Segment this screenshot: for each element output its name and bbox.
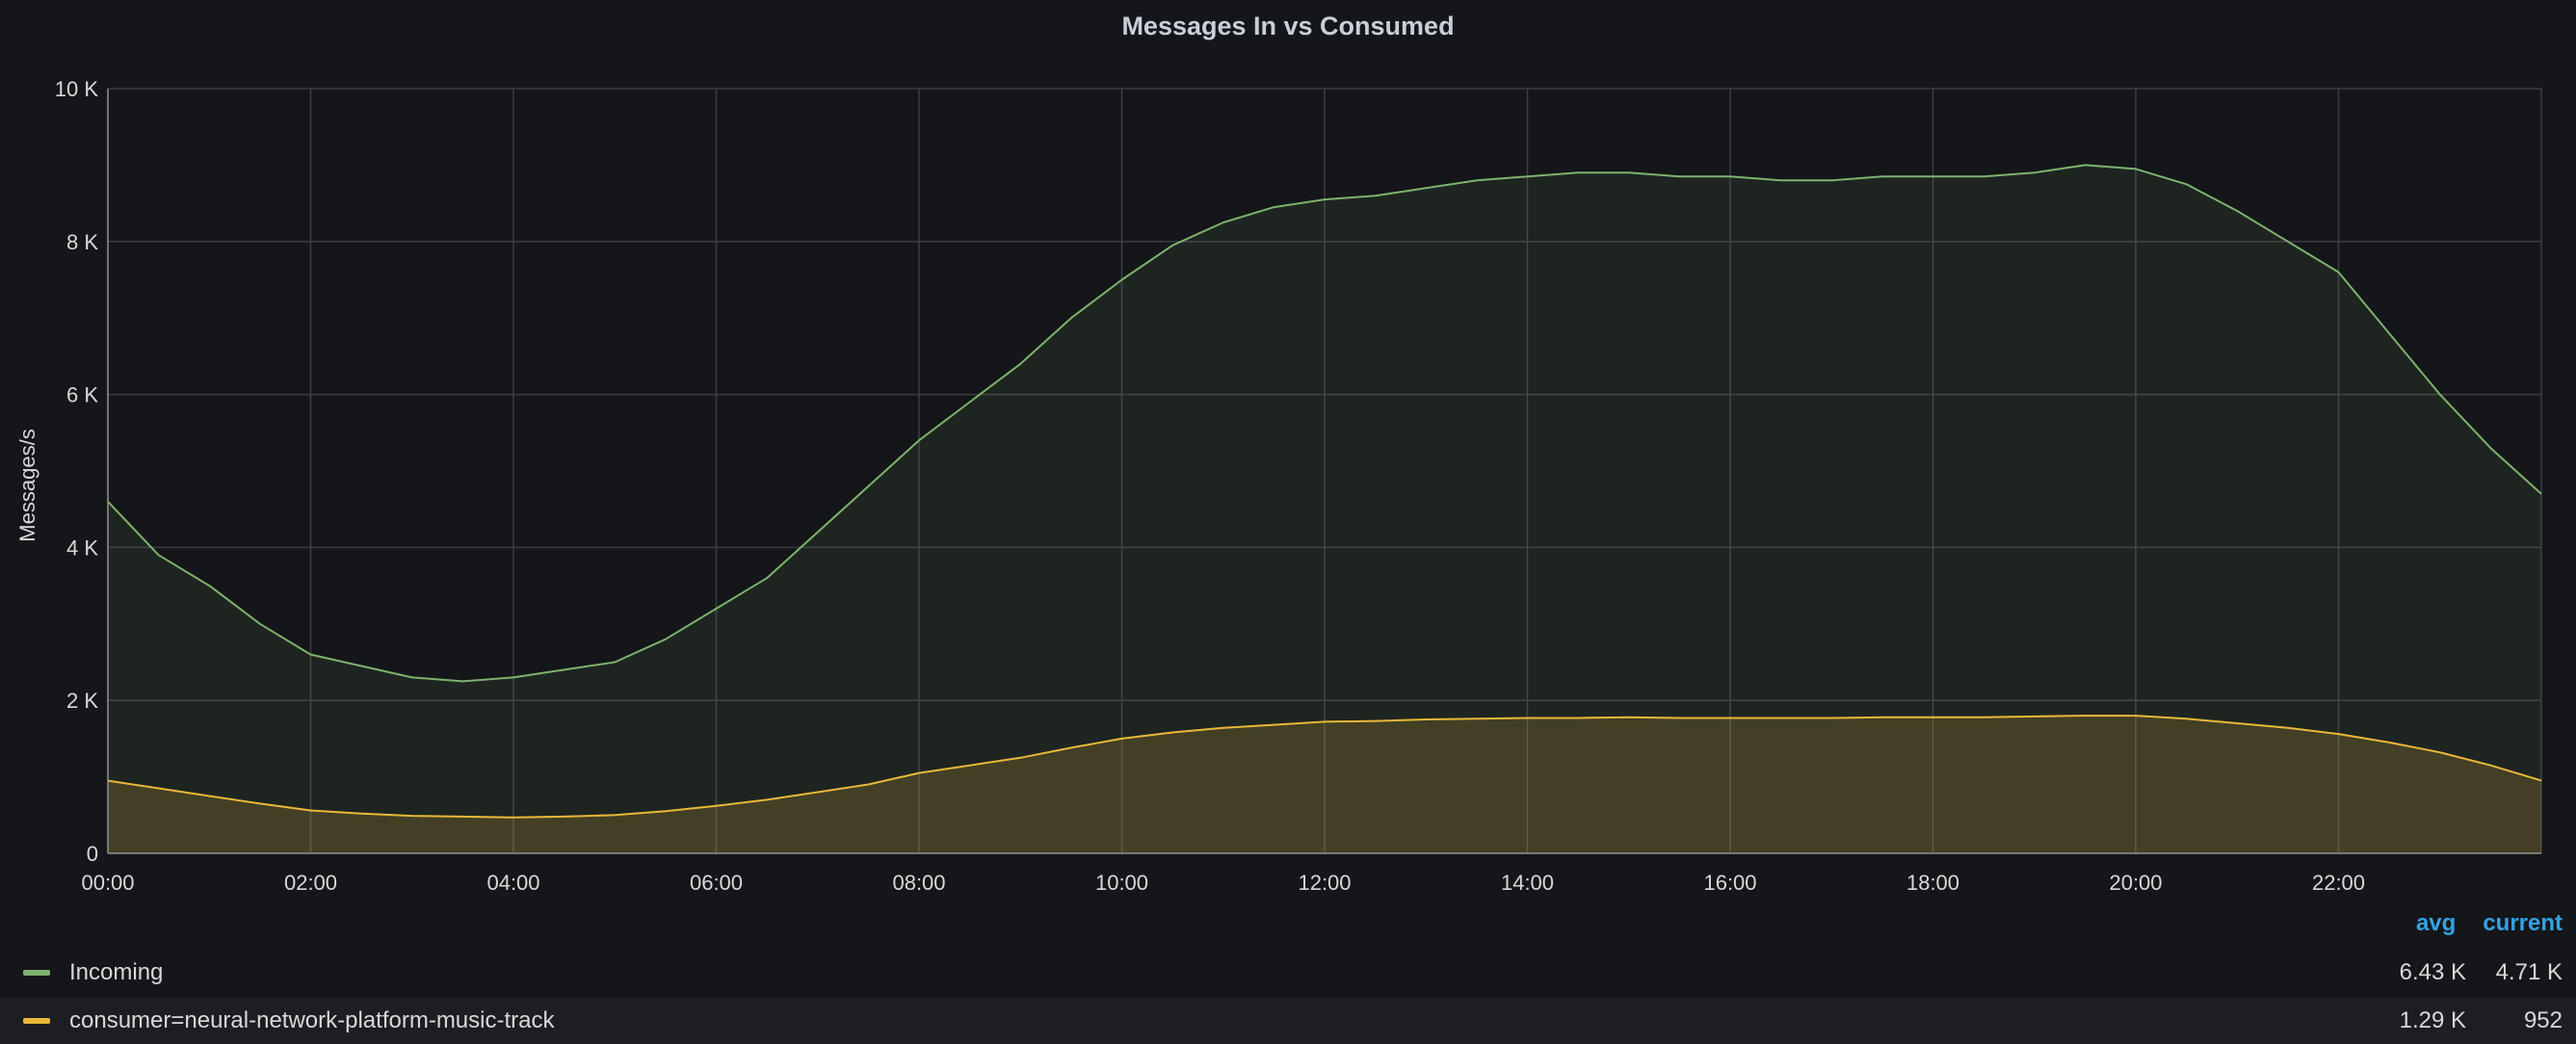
y-tick-label: 10 K bbox=[55, 77, 99, 101]
x-tick-label: 04:00 bbox=[486, 871, 539, 895]
axes: 0 2 K 4 K 6 K 8 K 10 K 00:00 02:00 04:00 06:00 08:… bbox=[55, 77, 2541, 895]
series-line-0[interactable] bbox=[107, 164, 2542, 683]
legend-header: avg current bbox=[2416, 910, 2563, 937]
y-tick-label: 8 K bbox=[66, 230, 98, 254]
x-tick-label: 02:00 bbox=[284, 871, 337, 895]
series-lines bbox=[107, 164, 2542, 819]
x-tick-label: 06:00 bbox=[690, 871, 743, 895]
y-tick-label: 6 K bbox=[66, 383, 98, 407]
legend-current-value: 4.71 K bbox=[2495, 959, 2563, 985]
legend-label[interactable]: consumer=neural-network-platform-music-t… bbox=[69, 1007, 555, 1033]
legend-avg-value: 1.29 K bbox=[2399, 1007, 2466, 1033]
y-tick-label: 0 bbox=[87, 842, 98, 866]
grid bbox=[107, 88, 2542, 854]
series-area-0 bbox=[108, 165, 2541, 853]
y-tick-label: 2 K bbox=[66, 689, 98, 713]
x-tick-label: 20:00 bbox=[2109, 871, 2162, 895]
panel-title[interactable]: Messages In vs Consumed bbox=[1121, 12, 1455, 40]
series-line-1[interactable] bbox=[107, 715, 2542, 819]
legend-current-value: 952 bbox=[2523, 1007, 2563, 1033]
y-tick-label: 4 K bbox=[66, 535, 98, 560]
legend-label[interactable]: Incoming bbox=[69, 959, 164, 985]
legend-col-avg[interactable]: avg bbox=[2415, 910, 2457, 936]
x-tick-label: 00:00 bbox=[81, 871, 134, 895]
x-tick-label: 12:00 bbox=[1298, 871, 1351, 895]
x-tick-label: 14:00 bbox=[1501, 871, 1554, 895]
chart-area[interactable]: 0 2 K 4 K 6 K 8 K 10 K 00:00 02:00 04:00 06:00 08:… bbox=[0, 0, 2576, 896]
x-tick-label: 10:00 bbox=[1095, 871, 1148, 895]
x-tick-label: 16:00 bbox=[1703, 871, 1756, 895]
series-area-1 bbox=[108, 716, 2541, 853]
y-axis-label: Messages/s bbox=[15, 429, 39, 541]
x-tick-label: 22:00 bbox=[2312, 871, 2365, 895]
legend-item-incoming[interactable]: Incoming 6.43 K 4.71 K bbox=[0, 950, 2576, 996]
x-tick-label: 08:00 bbox=[892, 871, 945, 895]
x-tick-label: 18:00 bbox=[1906, 871, 1959, 895]
legend-swatch-consumer[interactable] bbox=[23, 1018, 50, 1024]
series-areas bbox=[108, 165, 2541, 853]
legend-avg-value: 6.43 K bbox=[2399, 959, 2466, 985]
legend-col-current[interactable]: current bbox=[2483, 910, 2563, 936]
legend-item-consumer[interactable]: consumer=neural-network-platform-music-t… bbox=[0, 998, 2576, 1044]
legend-swatch-incoming[interactable] bbox=[23, 970, 50, 976]
